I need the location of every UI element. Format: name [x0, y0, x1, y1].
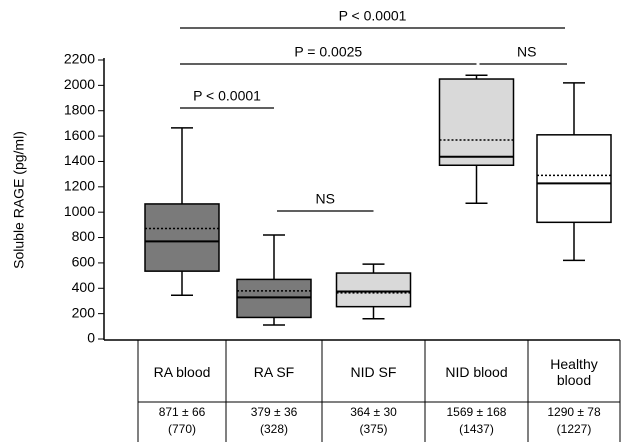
- box: [335, 272, 412, 308]
- y-tick-label: 0: [87, 330, 95, 346]
- significance-label: P = 0.0025: [294, 44, 362, 60]
- y-tick-label: 1200: [64, 178, 95, 194]
- median-label: (328): [259, 422, 288, 436]
- table-grid: [137, 340, 621, 442]
- category-label: NID SF: [350, 364, 397, 380]
- median-label: (375): [359, 422, 388, 436]
- y-tick-label: 1400: [64, 152, 95, 168]
- y-tick-label: 800: [72, 228, 96, 244]
- category-label: Healthy blood: [550, 356, 598, 388]
- significance-label: P < 0.0001: [193, 88, 261, 104]
- y-tick-label: 400: [72, 279, 96, 295]
- category-label: NID blood: [445, 364, 508, 380]
- median-label: (1437): [459, 422, 494, 436]
- mean-label: 1569 ± 168: [446, 405, 507, 419]
- box: [438, 78, 515, 167]
- mean-label: 1290 ± 78: [547, 405, 601, 419]
- y-tick-label: 600: [72, 254, 96, 270]
- y-tick-label: 200: [72, 304, 96, 320]
- median-label: (770): [167, 422, 196, 436]
- y-tick-label: 1800: [64, 101, 95, 117]
- y-tick-label: 2200: [64, 51, 95, 67]
- significance-label: NS: [316, 191, 335, 207]
- mean-label: 871 ± 66: [158, 405, 206, 419]
- box: [236, 278, 312, 319]
- mean-label: 379 ± 36: [250, 405, 298, 419]
- box: [144, 203, 220, 272]
- category-label: RA blood: [153, 364, 211, 380]
- significance-label: NS: [517, 44, 536, 60]
- mean-label: 364 ± 30: [350, 405, 397, 419]
- y-tick-label: 1600: [64, 127, 95, 143]
- significance-label: P < 0.0001: [339, 8, 407, 24]
- y-tick-label: 2000: [64, 76, 95, 92]
- median-label: (1227): [556, 422, 592, 436]
- category-label: RA SF: [253, 364, 295, 380]
- y-axis-label: Soluble RAGE (pg/ml): [11, 131, 27, 269]
- y-tick-label: 1000: [64, 203, 95, 219]
- box: [536, 134, 612, 224]
